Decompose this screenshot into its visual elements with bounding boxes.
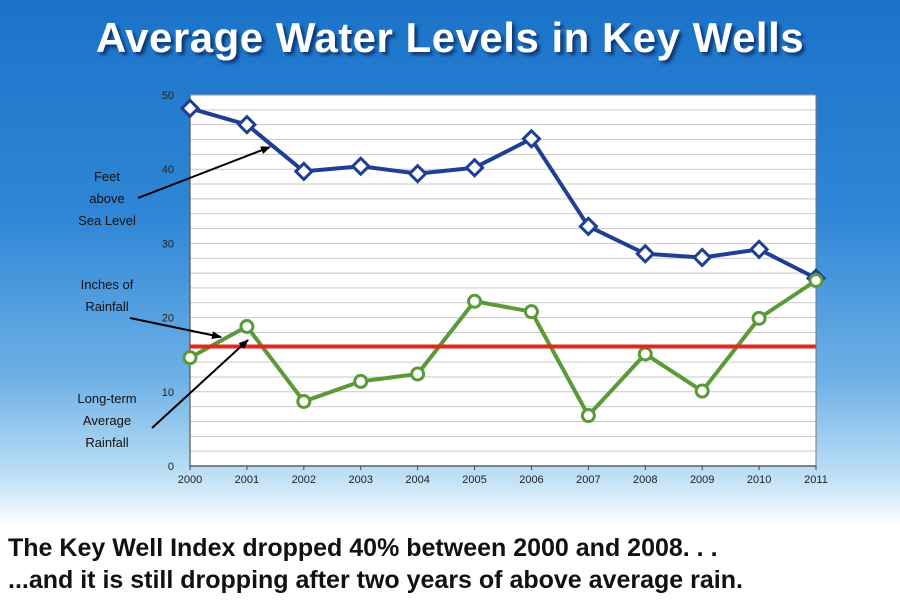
x-tick-label: 2005 bbox=[462, 474, 486, 486]
x-tick-label: 2008 bbox=[633, 474, 657, 486]
x-tick-label: 2006 bbox=[519, 474, 543, 486]
arrow-inches bbox=[129, 317, 222, 340]
feet-above-sea-level-point bbox=[407, 163, 428, 184]
inches-of-rainfall-point bbox=[296, 393, 312, 409]
feet-above-sea-level-point bbox=[350, 156, 371, 177]
x-tick-label: 2009 bbox=[690, 474, 714, 486]
inches-of-rainfall-point bbox=[182, 350, 198, 366]
feet-above-sea-level-point bbox=[293, 161, 314, 182]
annotation-line: Average bbox=[82, 413, 132, 428]
annotation-long-term-average-rainfall: Long-term Average Rainfall bbox=[62, 388, 152, 454]
inches-of-rainfall-point bbox=[410, 366, 426, 382]
inches-of-rainfall-point bbox=[523, 304, 539, 320]
x-tick-label: 2007 bbox=[576, 474, 600, 486]
annotation-line: Rainfall bbox=[85, 299, 129, 314]
caption-line-1: The Key Well Index dropped 40% between 2… bbox=[8, 534, 718, 562]
x-tick-label: 2001 bbox=[235, 474, 259, 486]
feet-above-sea-level-point bbox=[521, 128, 542, 149]
inches-of-rainfall-point bbox=[239, 319, 255, 335]
inches-of-rainfall-point bbox=[467, 293, 483, 309]
feet-above-sea-level-point bbox=[464, 157, 485, 178]
feet-above-sea-level-line bbox=[189, 106, 817, 281]
annotation-feet-above-sea-level: Feet above Sea Level bbox=[62, 166, 152, 232]
feet-above-sea-level-point bbox=[635, 243, 656, 264]
x-tick-label: 2011 bbox=[804, 474, 828, 486]
inches-of-rainfall-point bbox=[353, 373, 369, 389]
x-tick-label: 2003 bbox=[348, 474, 372, 486]
feet-above-sea-level-point bbox=[236, 114, 258, 135]
y-tick-label: 50 bbox=[162, 90, 174, 102]
feet-above-sea-level-point bbox=[692, 247, 713, 268]
arrow-long-term bbox=[151, 339, 249, 429]
annotation-inches-of-rainfall: Inches of Rainfall bbox=[62, 274, 152, 318]
inches-of-rainfall-point bbox=[637, 346, 653, 362]
x-tick-label: 2010 bbox=[747, 474, 771, 486]
inches-of-rainfall-point bbox=[694, 383, 710, 399]
feet-above-sea-level-point bbox=[748, 239, 770, 260]
arrow-feet bbox=[137, 146, 271, 199]
feet-above-sea-level-point bbox=[578, 216, 599, 237]
inches-of-rainfall-point bbox=[580, 408, 596, 424]
y-tick-label: 0 bbox=[168, 461, 174, 473]
annotation-line: Feet bbox=[93, 169, 120, 184]
feet-above-sea-level-point bbox=[179, 98, 201, 119]
annotation-line: above bbox=[89, 191, 125, 206]
caption-line-2: ...and it is still dropping after two ye… bbox=[8, 566, 743, 594]
plot-area bbox=[190, 95, 816, 466]
x-tick-label: 2002 bbox=[292, 474, 316, 486]
annotation-line: Rainfall bbox=[85, 435, 129, 450]
x-tick-label: 2004 bbox=[405, 474, 429, 486]
y-tick-label: 10 bbox=[162, 387, 174, 399]
inches-of-rainfall-point bbox=[808, 273, 824, 288]
annotation-line: Sea Level bbox=[78, 213, 136, 228]
chart-title: Average Water Levels in Key Wells bbox=[95, 14, 805, 61]
x-tick-label: 2000 bbox=[178, 474, 202, 486]
inches-of-rainfall-line bbox=[189, 278, 818, 418]
y-tick-label: 20 bbox=[162, 313, 174, 325]
annotation-line: Inches of bbox=[80, 277, 134, 292]
annotation-line: Long-term bbox=[77, 391, 137, 406]
y-tick-label: 40 bbox=[162, 164, 174, 176]
y-tick-label: 30 bbox=[162, 238, 174, 250]
inches-of-rainfall-point bbox=[751, 310, 767, 326]
